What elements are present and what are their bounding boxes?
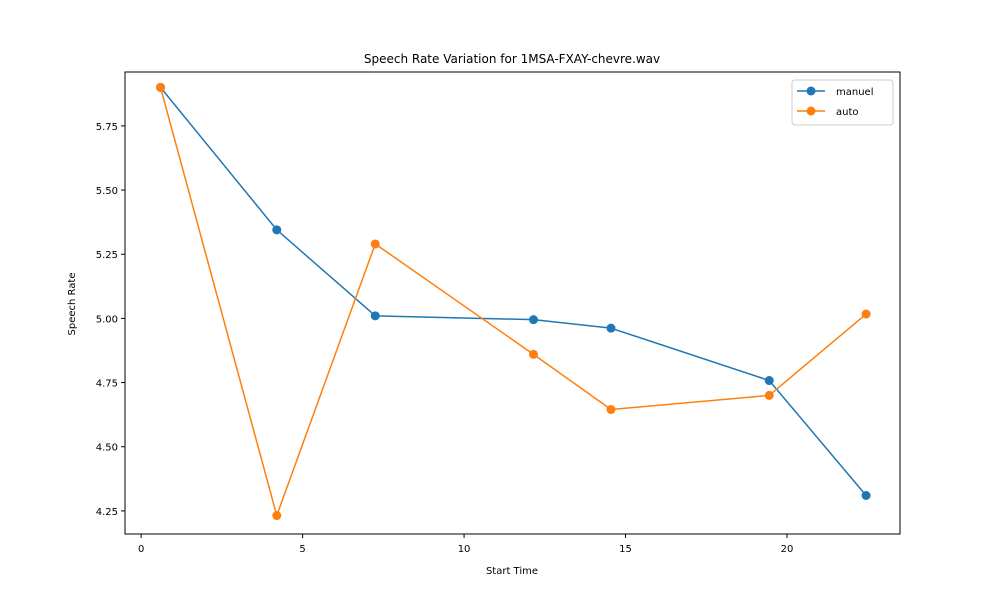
axes-frame [124, 71, 901, 535]
y-axis-title: Speech Rate [67, 273, 78, 336]
y-tick-label: 4.25 [96, 507, 118, 518]
data-point-manuel [606, 323, 616, 333]
x-tick-label: 10 [458, 544, 471, 555]
x-tick-label: 15 [619, 544, 632, 555]
data-point-auto [272, 511, 282, 521]
legend-label: manuel [836, 87, 873, 98]
legend-label: auto [836, 107, 859, 118]
data-point-manuel [528, 315, 538, 325]
data-point-auto [606, 405, 616, 415]
y-tick-label: 4.75 [96, 379, 118, 390]
x-axis-title: Start Time [486, 566, 538, 577]
x-tick-label: 0 [138, 544, 144, 555]
y-tick-label: 5.25 [96, 250, 118, 261]
data-point-auto [156, 82, 166, 92]
data-point-auto [861, 309, 871, 319]
chart-title: Speech Rate Variation for 1MSA-FXAY-chev… [364, 52, 660, 66]
legend-swatch-marker [806, 86, 816, 96]
data-point-manuel [370, 311, 380, 321]
y-tick-label: 5.75 [96, 122, 118, 133]
data-point-manuel [764, 376, 774, 386]
y-tick-label: 5.00 [96, 314, 118, 325]
data-point-auto [764, 390, 774, 400]
x-tick-label: 5 [299, 544, 305, 555]
y-tick-label: 4.50 [96, 443, 118, 454]
plot-area: 0 5 10 15 20 4.25 4.50 4.75 5.00 5.25 5.50 5.75 manu… [96, 71, 901, 555]
legend-swatch-marker [806, 106, 816, 116]
data-point-auto [370, 239, 380, 249]
data-point-manuel [272, 225, 282, 235]
data-point-auto [528, 349, 538, 359]
data-point-manuel [861, 491, 871, 500]
y-tick-label: 5.50 [96, 186, 118, 197]
x-tick-label: 20 [781, 544, 794, 555]
